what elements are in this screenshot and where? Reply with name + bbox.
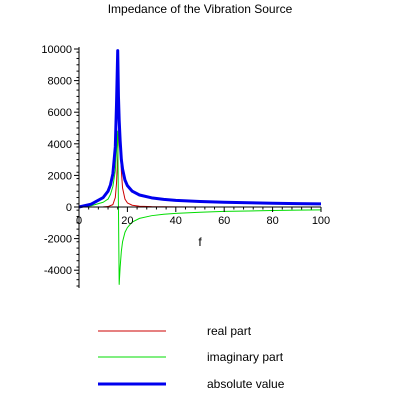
y-tick-label: -2000 [44, 234, 72, 246]
x-axis-label: f [198, 235, 202, 249]
x-tick-label: 100 [312, 215, 330, 227]
y-tick-label: 4000 [48, 139, 72, 151]
axes-layer: 0 20 40 60 80 100 -4000 -2000 0 2000 4000 6000 8000 1… [41, 44, 330, 288]
y-tick-label: 0 [66, 202, 72, 214]
y-tick-label: 2000 [48, 170, 72, 182]
legend: real part imaginary part absolute value [98, 324, 285, 391]
series-line-1 [78, 130, 322, 285]
y-tick-label: -4000 [44, 265, 72, 277]
x-tick-label: 60 [218, 215, 230, 227]
y-tick-label: 10000 [41, 44, 72, 56]
series-layer [78, 49, 322, 285]
y-tick-label: 6000 [48, 107, 72, 119]
legend-label-1: imaginary part [207, 350, 284, 364]
legend-label-0: real part [207, 324, 252, 338]
x-tick-label: 40 [170, 215, 182, 227]
legend-label-2: absolute value [207, 377, 285, 391]
chart-title: Impedance of the Vibration Source [108, 2, 293, 16]
y-tick-label: 8000 [48, 76, 72, 88]
series-line-2 [78, 49, 322, 209]
x-tick-label: 0 [76, 215, 82, 227]
x-tick-label: 80 [266, 215, 278, 227]
x-tick-label: 20 [121, 215, 133, 227]
